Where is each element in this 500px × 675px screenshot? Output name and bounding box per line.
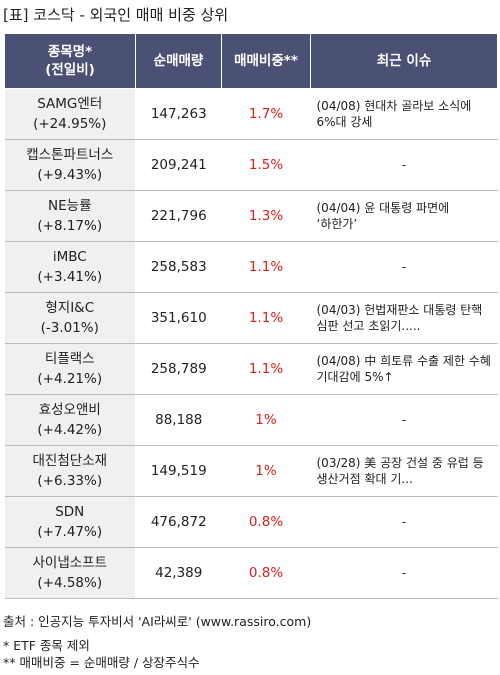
- table-row: 효성오앤비 (+4.42%) 88,188 1% -: [4, 394, 498, 446]
- trading-ratio: 1.1%: [221, 292, 311, 344]
- trading-ratio: 0.8%: [221, 547, 311, 599]
- source-note: 출처 : 인공지능 투자비서 'AI라씨로' (www.rassiro.com): [3, 614, 312, 629]
- stock-change: (-3.01%): [40, 320, 99, 336]
- stock-name: 사이냅소프트: [32, 555, 108, 571]
- net-volume: 209,241: [135, 139, 222, 191]
- stock-name: 효성오앤비: [38, 402, 101, 418]
- table-row: NE능률 (+8.17%) 221,796 1.3% (04/04) 윤 대통령 파면에…: [4, 190, 498, 242]
- trading-ratio: 0.8%: [221, 496, 311, 548]
- stock-name-cell: 형지I&C (-3.01%): [4, 292, 136, 344]
- recent-issue-cell: (04/08) 中 희토류 수출 제한 수혜 기대감에 5%↑: [310, 343, 498, 395]
- footnote-ratio: ** 매매비중 = 순매매량 / 상장주식수: [3, 655, 200, 670]
- table-row: SDN (+7.47%) 476,872 0.8% -: [4, 496, 498, 548]
- header-trading-ratio: 매매비중**: [221, 33, 311, 89]
- recent-issue: (04/03) 헌법재판소 대통령 탄핵 심판 선고 초읽기.....: [316, 303, 483, 333]
- stock-name-cell: 사이냅소프트 (+4.58%): [4, 547, 136, 599]
- stock-change: (+7.47%): [37, 524, 103, 540]
- table-row: 캡스톤파트너스 (+9.43%) 209,241 1.5% -: [4, 139, 498, 191]
- stock-change: (+4.58%): [37, 575, 103, 591]
- stock-name-cell: SAMG엔터 (+24.95%): [4, 88, 136, 140]
- recent-issue: -: [401, 158, 407, 172]
- stock-name-cell: 효성오앤비 (+4.42%): [4, 394, 136, 446]
- recent-issue-cell: -: [310, 496, 498, 548]
- net-volume: 351,610: [135, 292, 222, 344]
- stock-name-cell: iMBC (+3.41%): [4, 241, 136, 293]
- table-row: iMBC (+3.41%) 258,583 1.1% -: [4, 241, 498, 293]
- net-volume: 147,263: [135, 88, 222, 140]
- table-header-row: 종목명* (전일비) 순매매량 매매비중** 최근 이슈: [4, 33, 498, 89]
- recent-issue-cell: (04/08) 현대차 골라보 소식에 6%대 강세: [310, 88, 498, 140]
- recent-issue: (04/08) 中 희토류 수출 제한 수혜 기대감에 5%↑: [316, 354, 491, 384]
- stock-name-cell: SDN (+7.47%): [4, 496, 136, 548]
- net-volume: 258,583: [135, 241, 222, 293]
- recent-issue-cell: (04/04) 윤 대통령 파면에 ‘하한가’: [310, 190, 498, 242]
- trading-ratio: 1.7%: [221, 88, 311, 140]
- recent-issue-cell: -: [310, 139, 498, 191]
- recent-issue: -: [401, 515, 407, 529]
- trading-ratio: 1%: [221, 394, 311, 446]
- stock-name-cell: 캡스톤파트너스 (+9.43%): [4, 139, 136, 191]
- recent-issue: -: [401, 566, 407, 580]
- stock-name: SAMG엔터: [37, 96, 103, 112]
- stock-change: (+24.95%): [33, 116, 107, 132]
- recent-issue-cell: -: [310, 547, 498, 599]
- trading-ratio: 1.1%: [221, 343, 311, 395]
- table-row: SAMG엔터 (+24.95%) 147,263 1.7% (04/08) 현대차 골라…: [4, 88, 498, 140]
- net-volume: 149,519: [135, 445, 222, 497]
- table-row: 사이냅소프트 (+4.58%) 42,389 0.8% -: [4, 547, 498, 599]
- stock-name: 캡스톤파트너스: [26, 147, 114, 163]
- table-row: 티플랙스 (+4.21%) 258,789 1.1% (04/08) 中 희토류 수출 …: [4, 343, 498, 395]
- stock-change: (+4.42%): [37, 422, 103, 438]
- header-stock-name-line2: (전일비): [45, 62, 95, 78]
- recent-issue-cell: -: [310, 394, 498, 446]
- page-title: [표] 코스닥 - 외국인 매매 비중 상위: [3, 6, 229, 24]
- net-volume: 258,789: [135, 343, 222, 395]
- stock-name-cell: 대진첨단소재 (+6.33%): [4, 445, 136, 497]
- stock-change: (+4.21%): [37, 371, 103, 387]
- recent-issue-cell: -: [310, 241, 498, 293]
- stock-change: (+9.43%): [37, 167, 103, 183]
- recent-issue-cell: (03/28) 美 공장 건설 중 유럽 등 생산거점 확대 기...: [310, 445, 498, 497]
- net-volume: 221,796: [135, 190, 222, 242]
- net-volume: 42,389: [135, 547, 222, 599]
- recent-issue: -: [401, 413, 407, 427]
- stock-name: SDN: [55, 504, 85, 520]
- net-volume: 88,188: [135, 394, 222, 446]
- recent-issue: (04/08) 현대차 골라보 소식에 6%대 강세: [316, 99, 472, 129]
- stock-name-cell: NE능률 (+8.17%): [4, 190, 136, 242]
- header-net-volume: 순매매량: [135, 33, 222, 89]
- stock-change: (+6.33%): [37, 473, 103, 489]
- net-volume: 476,872: [135, 496, 222, 548]
- stock-name: 형지I&C: [45, 300, 95, 316]
- stock-name: 티플랙스: [44, 351, 95, 367]
- table-row: 형지I&C (-3.01%) 351,610 1.1% (04/03) 헌법재판소 대통…: [4, 292, 498, 344]
- trading-ratio: 1.3%: [221, 190, 311, 242]
- footnote-etf: * ETF 종목 제외: [3, 638, 90, 653]
- trading-ratio: 1.5%: [221, 139, 311, 191]
- header-stock-name: 종목명* (전일비): [4, 33, 136, 89]
- stock-name: 대진첨단소재: [32, 453, 108, 469]
- header-recent-issue: 최근 이슈: [310, 33, 498, 89]
- trading-ratio: 1%: [221, 445, 311, 497]
- foreign-trading-table: 종목명* (전일비) 순매매량 매매비중** 최근 이슈 SAMG엔터 (+24.…: [4, 33, 498, 599]
- recent-issue-cell: (04/03) 헌법재판소 대통령 탄핵 심판 선고 초읽기.....: [310, 292, 498, 344]
- trading-ratio: 1.1%: [221, 241, 311, 293]
- stock-change: (+3.41%): [37, 269, 103, 285]
- stock-name: iMBC: [52, 249, 87, 265]
- stock-change: (+8.17%): [37, 218, 103, 234]
- stock-name: NE능률: [48, 198, 92, 214]
- recent-issue: (03/28) 美 공장 건설 중 유럽 등 생산거점 확대 기...: [316, 456, 484, 486]
- recent-issue: (04/04) 윤 대통령 파면에 ‘하한가’: [316, 201, 450, 231]
- header-stock-name-line1: 종목명*: [47, 44, 93, 60]
- table-row: 대진첨단소재 (+6.33%) 149,519 1% (03/28) 美 공장 건설 중…: [4, 445, 498, 497]
- recent-issue: -: [401, 260, 407, 274]
- stock-name-cell: 티플랙스 (+4.21%): [4, 343, 136, 395]
